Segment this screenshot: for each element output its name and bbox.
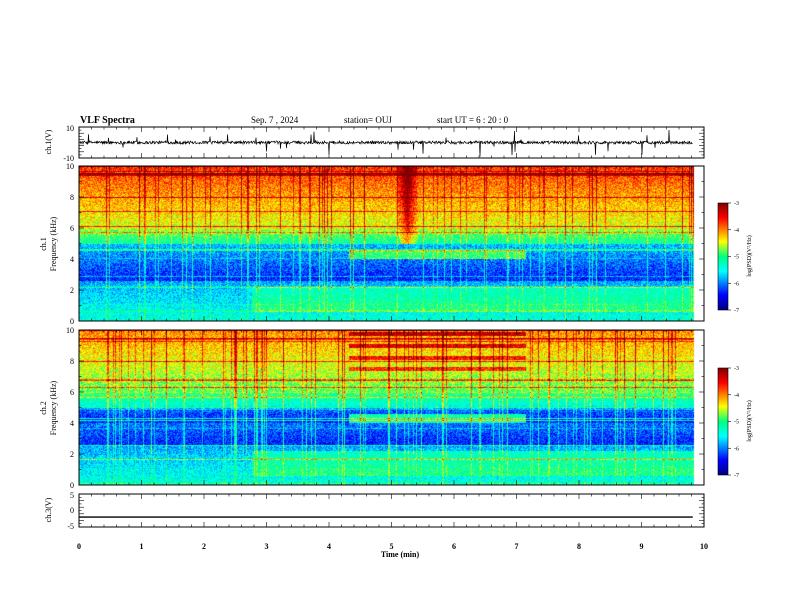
time-axis-label: Time (min) xyxy=(381,550,420,559)
ch3-waveform-ticks xyxy=(78,493,705,528)
start-time-label: start UT = 6 : 20 : 0 xyxy=(437,115,509,125)
colorbar-tick-label: -3 xyxy=(734,201,739,207)
ch2-colorbar xyxy=(717,367,729,476)
time-tick-label: 9 xyxy=(640,542,644,551)
date-label: Sep. 7 , 2024 xyxy=(251,115,299,125)
ch1-spectrogram-ytick-labels: 0 2 4 6 8 10 xyxy=(66,162,74,326)
colorbar-tick-label: -5 xyxy=(734,420,739,426)
time-tick-label: 4 xyxy=(327,542,331,551)
frequency-tick-label: 6 xyxy=(70,388,74,397)
frequency-tick-label: 2 xyxy=(70,286,74,295)
ch3-ytick-bottom: -5 xyxy=(67,522,74,531)
station-label: station= OUJ xyxy=(344,115,392,125)
time-tick-label: 2 xyxy=(202,542,206,551)
frequency-tick-label: 10 xyxy=(66,162,74,171)
ch1-spectrogram-image xyxy=(79,166,704,321)
colorbar-tick-label: -6 xyxy=(734,281,739,287)
ch1-spectrogram-ylabel: ch.1 xyxy=(39,237,48,251)
frequency-tick-label: 6 xyxy=(70,224,74,233)
ch1-waveform-ylabel: ch.1(V) xyxy=(44,129,53,154)
colorbar-tick-label: -4 xyxy=(734,393,739,399)
ch1-waveform-line xyxy=(79,129,693,157)
time-tick-label: 10 xyxy=(700,542,708,551)
ch2-frequency-ylabel: Frequency (kHz) xyxy=(49,380,58,435)
colorbar-tick-label: -7 xyxy=(734,473,739,479)
figure-title: VLF Spectra xyxy=(80,115,135,126)
frequency-tick-label: 10 xyxy=(66,326,74,335)
frequency-tick-label: 4 xyxy=(70,419,74,428)
ch2-spectrogram-ytick-labels: 0 2 4 6 8 10 xyxy=(66,326,74,490)
ch1-colorbar-label: log(PSD)(V²/Hz) xyxy=(746,235,753,276)
ch2-spectrogram-image xyxy=(79,330,704,485)
ch3-waveform-panel: 5 0 -5 ch.3(V) xyxy=(44,491,705,531)
ch1-ytick-top: 10 xyxy=(66,124,74,133)
frequency-tick-label: 0 xyxy=(70,481,74,490)
ch2-colorbar-label: log(PSD)(V²/Hz) xyxy=(746,400,753,441)
time-tick-label: 0 xyxy=(77,542,81,551)
ch3-waveform-ylabel: ch.3(V) xyxy=(44,497,53,522)
colorbar-tick-label: -5 xyxy=(734,255,739,261)
ch1-colorbar-ticks: -3 -4 -5 -6 -7 xyxy=(728,201,739,314)
ch3-ytick-top: 5 xyxy=(70,491,74,500)
frequency-tick-label: 8 xyxy=(70,193,74,202)
time-tick-label: 5 xyxy=(390,542,394,551)
time-tick-label: 3 xyxy=(265,542,269,551)
ch2-spectrogram-ticks xyxy=(78,329,705,486)
frequency-tick-label: 4 xyxy=(70,255,74,264)
colorbar-tick-label: -3 xyxy=(734,366,739,372)
colorbar-tick-label: -7 xyxy=(734,308,739,314)
ch1-waveform-panel: 10 -10 ch.1(V) xyxy=(44,124,705,163)
colorbar-tick-label: -6 xyxy=(734,446,739,452)
ch3-ytick-mid: 0 xyxy=(70,506,74,515)
frequency-tick-label: 2 xyxy=(70,450,74,459)
frequency-tick-label: 0 xyxy=(70,317,74,326)
time-tick-label: 6 xyxy=(452,542,456,551)
colorbar-tick-label: -4 xyxy=(734,228,739,234)
ch1-spectrogram-ticks xyxy=(78,165,705,322)
ch2-colorbar-ticks: -3 -4 -5 -6 -7 xyxy=(728,366,739,479)
ch1-waveform-ticks xyxy=(78,126,705,159)
time-axis-tick-labels: 0 1 2 3 4 5 6 7 8 9 10 xyxy=(77,542,708,551)
time-tick-label: 7 xyxy=(515,542,519,551)
ch2-spectrogram-ylabel: ch.2 xyxy=(39,401,48,415)
ch1-frequency-ylabel: Frequency (kHz) xyxy=(49,216,58,271)
ch1-colorbar xyxy=(717,202,729,311)
time-tick-label: 1 xyxy=(140,542,144,551)
time-tick-label: 8 xyxy=(577,542,581,551)
ch1-ytick-bottom: -10 xyxy=(63,154,74,163)
frequency-tick-label: 8 xyxy=(70,357,74,366)
